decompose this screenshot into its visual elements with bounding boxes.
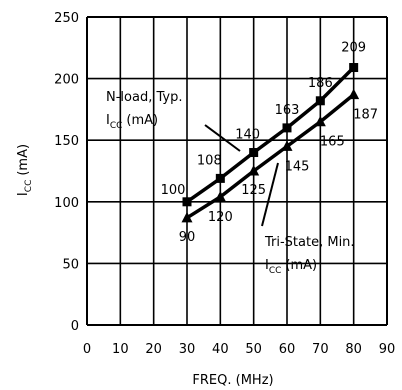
y-tick-label: 150: [54, 134, 79, 149]
x-tick-label: 90: [379, 342, 396, 357]
data-label: 140: [235, 128, 260, 143]
x-tick-label: 20: [145, 342, 162, 357]
x-tick-label: 70: [312, 342, 329, 357]
square-marker: [215, 173, 225, 183]
triangle-marker: [248, 165, 260, 176]
series-layer: [181, 63, 360, 223]
y-tick-label: 200: [54, 73, 79, 88]
square-marker: [249, 148, 259, 158]
square-marker: [182, 197, 192, 207]
square-marker: [315, 96, 325, 106]
annotation-nload: N-load, Typ. ICC (mA): [106, 90, 241, 152]
y-tick-label: 50: [62, 257, 79, 272]
annotation-tristate: Tri-State, Min. ICC (mA): [261, 162, 355, 276]
triangle-marker: [181, 211, 193, 223]
series-line-1: [186, 93, 355, 220]
x-tick-label: 60: [279, 342, 296, 357]
data-label: 125: [241, 183, 266, 198]
data-label: 108: [197, 153, 222, 168]
y-axis-title: ICC(mA): [16, 144, 34, 196]
annotation-nload-leader: [204, 124, 241, 152]
series-line-0: [185, 66, 355, 204]
data-label: 187: [353, 108, 378, 123]
data-label: 145: [285, 159, 310, 174]
annotation-tristate-line1: Tri-State, Min.: [264, 235, 355, 250]
data-label: 100: [161, 183, 186, 198]
x-tick-label: 10: [112, 342, 129, 357]
x-tick-label: 50: [245, 342, 262, 357]
x-tick-label: 80: [345, 342, 362, 357]
x-tick-label: 0: [83, 342, 91, 357]
triangle-marker: [348, 88, 360, 100]
annotation-nload-line2: ICC (mA): [106, 113, 158, 131]
data-label: 186: [308, 76, 333, 91]
square-marker: [282, 123, 292, 133]
data-label: 163: [275, 103, 300, 118]
x-tick-labels: 0 10 20 30 40 50 60 70 80 90: [83, 342, 395, 357]
triangle-marker: [214, 190, 226, 202]
square-marker: [349, 63, 359, 73]
grid: [86, 16, 388, 326]
y-tick-label: 100: [54, 196, 79, 211]
annotation-tristate-leader: [261, 162, 279, 227]
data-label: 165: [320, 135, 345, 150]
data-label: 209: [341, 41, 366, 56]
x-axis-title: FREQ. (MHz): [192, 373, 273, 388]
point-labels: 100 108 140 163 186 209 90 120 125 145 165 187: [161, 41, 378, 245]
annotation-nload-line1: N-load, Typ.: [106, 90, 182, 105]
y-tick-label: 0: [71, 319, 79, 334]
triangle-marker: [281, 140, 293, 151]
y-tick-label: 250: [54, 11, 79, 26]
y-tick-labels: 0 50 100 150 200 250: [54, 11, 79, 334]
data-label: 90: [179, 230, 196, 245]
triangle-marker: [314, 115, 326, 127]
x-tick-label: 30: [179, 342, 196, 357]
data-label: 120: [208, 210, 233, 225]
x-tick-label: 40: [212, 342, 229, 357]
annotation-tristate-line2: ICC (mA): [265, 258, 317, 276]
